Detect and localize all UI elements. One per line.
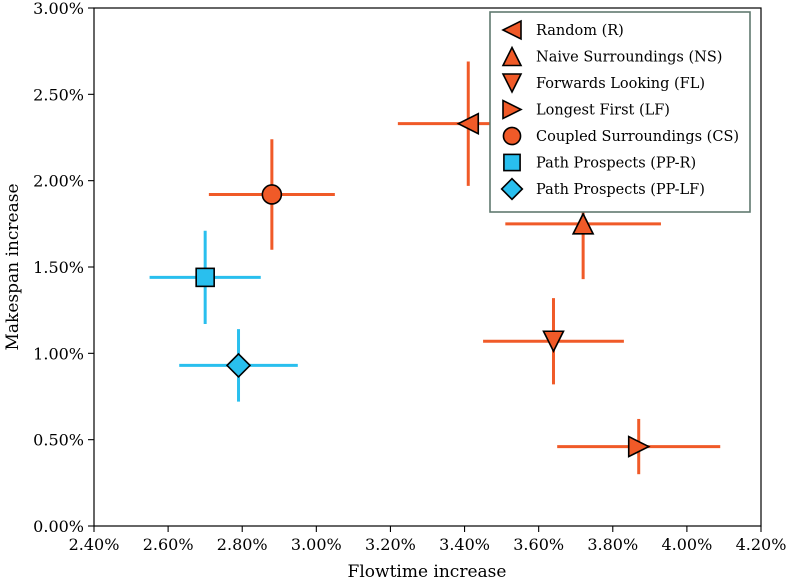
y-tick-label: 1.50%	[33, 258, 84, 277]
legend-label: Longest First (LF)	[536, 103, 670, 119]
data-point-group-3	[483, 298, 624, 385]
data-point-group-7	[179, 329, 298, 402]
x-tick-label: 3.60%	[513, 535, 564, 554]
legend-marker	[500, 177, 524, 201]
x-tick-label: 2.40%	[69, 535, 120, 554]
legend-marker	[501, 45, 523, 67]
legend: Random (R) Naive Surroundings (NS) Forward…	[489, 11, 751, 213]
legend-label: Path Prospects (PP-LF)	[536, 182, 705, 198]
legend-marker	[502, 126, 522, 146]
x-tick-label: 3.20%	[365, 535, 416, 554]
x-tick-label: 3.00%	[291, 535, 342, 554]
legend-label: Coupled Surroundings (CS)	[536, 129, 739, 145]
x-axis-label: Flowtime increase	[348, 562, 507, 577]
legend-marker	[503, 153, 521, 172]
legend-marker	[501, 73, 523, 94]
y-tick-label: 1.00%	[33, 344, 84, 363]
legend-label: Forwards Looking (FL)	[536, 76, 705, 92]
x-tick-label: 3.40%	[439, 535, 490, 554]
legend-marker	[502, 99, 523, 120]
y-tick-label: 0.00%	[33, 517, 84, 536]
y-axis: 0.00% 0.50% 1.00% 1.50% 2.00% 2.50% 3.00%	[33, 0, 94, 536]
legend-label: Random (R)	[536, 23, 624, 39]
data-point-marker	[571, 212, 595, 235]
data-point-marker	[195, 267, 215, 288]
data-point-group-4	[557, 418, 721, 475]
data-point-marker	[456, 112, 480, 135]
legend-label: Path Prospects (PP-R)	[536, 156, 696, 172]
x-tick-label: 4.00%	[661, 535, 712, 554]
legend-box	[489, 11, 751, 213]
data-point-marker	[627, 435, 651, 458]
data-point-group-6	[149, 230, 261, 324]
y-tick-label: 2.00%	[33, 172, 84, 191]
y-tick-label: 0.50%	[33, 431, 84, 450]
x-tick-label: 4.20%	[736, 535, 787, 554]
x-tick-label: 3.80%	[587, 535, 638, 554]
data-point-group-5	[208, 139, 335, 250]
legend-marker	[501, 19, 522, 41]
y-axis-label: Makespan increase	[3, 183, 23, 350]
x-tick-label: 2.80%	[217, 535, 268, 554]
data-point-marker	[261, 184, 283, 205]
x-axis: 2.40% 2.60% 2.80% 3.00% 3.20% 3.40% 3.60% 3.80%…	[69, 526, 787, 554]
data-point-marker	[542, 330, 565, 354]
data-point-marker	[225, 352, 252, 379]
y-tick-label: 2.50%	[33, 85, 84, 104]
legend-label: Naive Surroundings (NS)	[536, 50, 722, 66]
y-tick-label: 3.00%	[33, 0, 84, 18]
x-tick-label: 2.60%	[143, 535, 194, 554]
